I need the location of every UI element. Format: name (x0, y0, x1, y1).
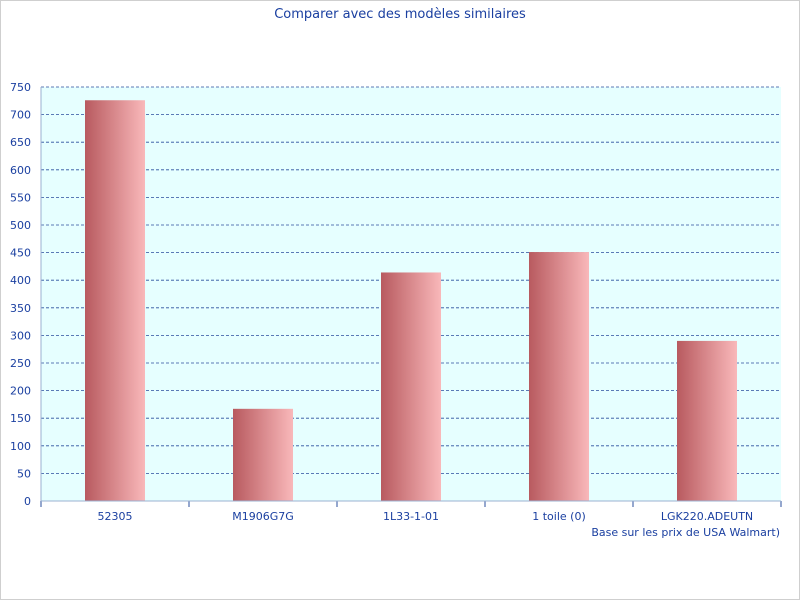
y-tick-label: 0 (24, 495, 31, 508)
y-tick-label: 300 (10, 329, 31, 342)
x-tick-label: 52305 (98, 510, 133, 523)
y-tick-label: 600 (10, 164, 31, 177)
y-axis-ticks: 0 50 100 150 200 250 300 350 400 450 500 550 600 650 7… (10, 81, 31, 508)
bar-1 (233, 408, 293, 501)
bars (85, 100, 737, 502)
y-tick-label: 750 (10, 81, 31, 94)
bar-3 (529, 252, 589, 501)
x-tick-label: LGK220.ADEUTN (661, 510, 753, 523)
bar-2 (381, 272, 441, 501)
y-tick-label: 250 (10, 357, 31, 370)
y-tick-label: 500 (10, 219, 31, 232)
y-tick-label: 650 (10, 136, 31, 149)
x-tick-label: 1 toile (0) (532, 510, 586, 523)
y-tick-label: 400 (10, 274, 31, 287)
y-tick-label: 350 (10, 302, 31, 315)
bar-4 (677, 340, 737, 501)
source-note: Base sur les prix de USA Walmart) (591, 526, 780, 539)
y-tick-label: 700 (10, 109, 31, 122)
y-tick-label: 150 (10, 412, 31, 425)
y-tick-label: 50 (17, 467, 31, 480)
x-tick-label: 1L33-1-01 (383, 510, 439, 523)
y-tick-label: 100 (10, 440, 31, 453)
y-tick-label: 450 (10, 247, 31, 260)
chart-title: Comparer avec des modèles similaires (274, 7, 526, 22)
bar-0 (85, 100, 145, 502)
x-axis-ticks: 52305 M1906G7G 1L33-1-01 1 toile (0) LGK220.… (40, 501, 782, 523)
y-tick-label: 550 (10, 191, 31, 204)
y-tick-label: 200 (10, 385, 31, 398)
x-tick-label: M1906G7G (232, 510, 294, 523)
